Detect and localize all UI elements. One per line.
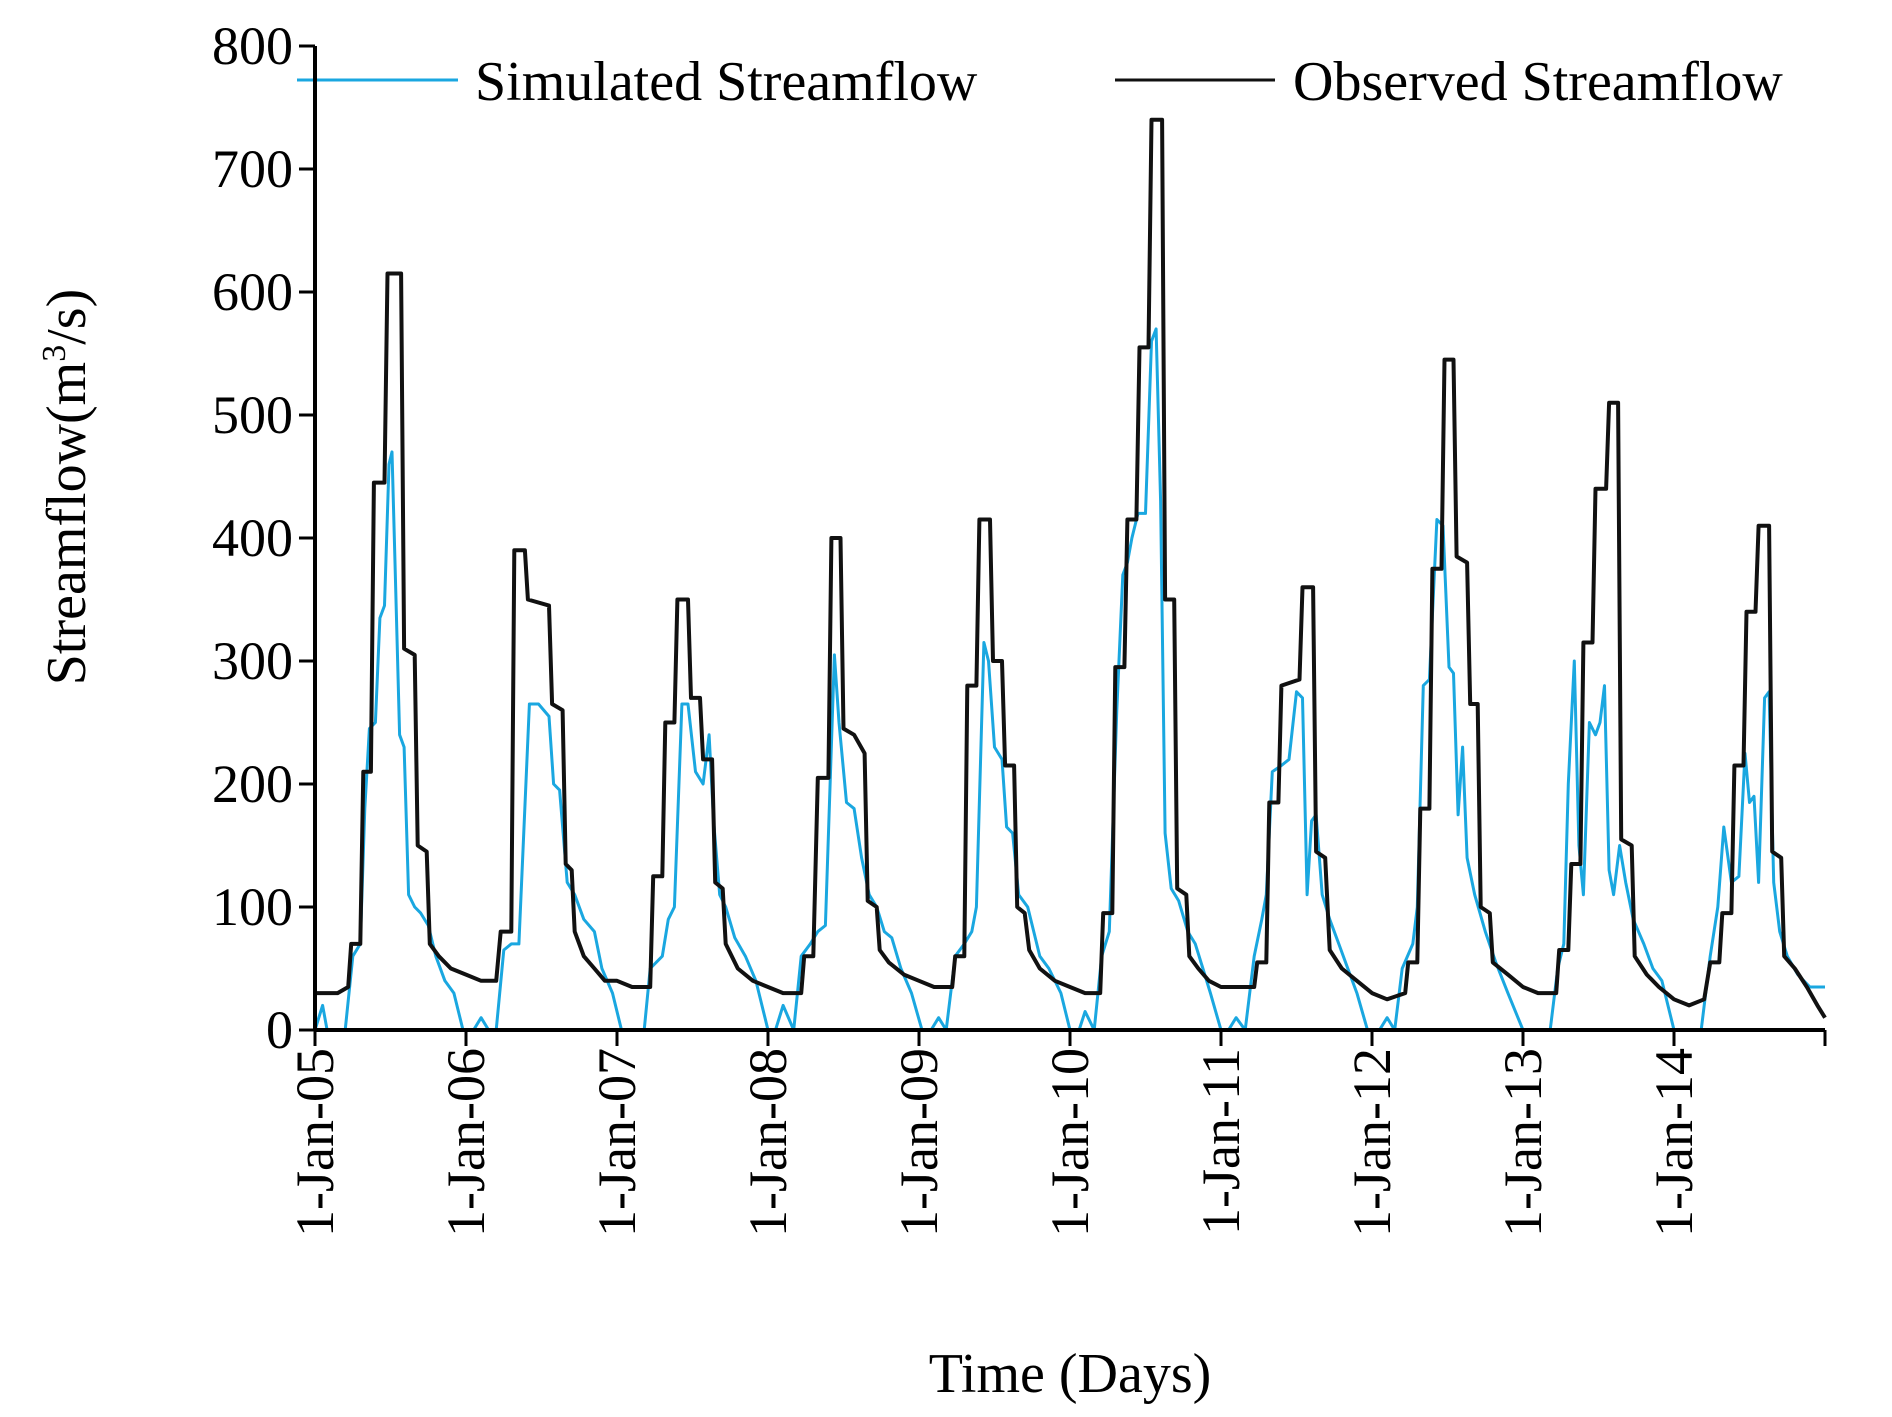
legend-observed-label: Observed Streamflow [1293,51,1783,113]
y-axis-title-prefix: Streamflow(m [36,362,98,685]
y-axis-ticks: 0 100 200 300 400 500 600 700 800 [212,16,315,1060]
y-tick-label: 700 [212,139,293,199]
x-tick-label: 1-Jan-09 [889,1048,949,1237]
x-tick-label: 1-Jan-08 [738,1048,798,1237]
x-tick-label: 1-Jan-13 [1493,1048,1553,1237]
x-tick-label: 1-Jan-14 [1644,1048,1704,1237]
observed-streamflow-line [315,117,1827,1019]
x-tick-label: 1-Jan-07 [587,1048,647,1237]
x-axis-ticks: 1-Jan-05 1-Jan-06 1-Jan-07 1-Jan-08 1-Jan-09… [285,1030,1827,1237]
x-tick-label: 1-Jan-10 [1040,1048,1100,1237]
plot-area [313,117,1827,1032]
y-tick-label: 800 [212,16,293,76]
y-axis-title-suffix: /s) [36,289,98,345]
y-tick-label: 200 [212,754,293,814]
y-tick-label: 400 [212,508,293,568]
y-axis-title: Streamflow(m3/s) [36,289,98,685]
y-tick-label: 600 [212,262,293,322]
y-axis-title-superscript: 3 [36,345,73,362]
legend: Simulated Streamflow Observed Streamflow [297,51,1783,113]
legend-simulated-label: Simulated Streamflow [475,51,978,113]
x-tick-label: 1-Jan-06 [436,1048,496,1237]
y-tick-label: 300 [212,631,293,691]
x-tick-label: 1-Jan-05 [285,1048,345,1237]
x-tick-label: 1-Jan-12 [1342,1048,1402,1237]
y-tick-label: 100 [212,877,293,937]
x-axis-title: Time (Days) [929,1343,1212,1405]
y-tick-label: 0 [266,1000,293,1060]
x-tick-label: 1-Jan-11 [1191,1048,1251,1235]
y-tick-label: 500 [212,385,293,445]
